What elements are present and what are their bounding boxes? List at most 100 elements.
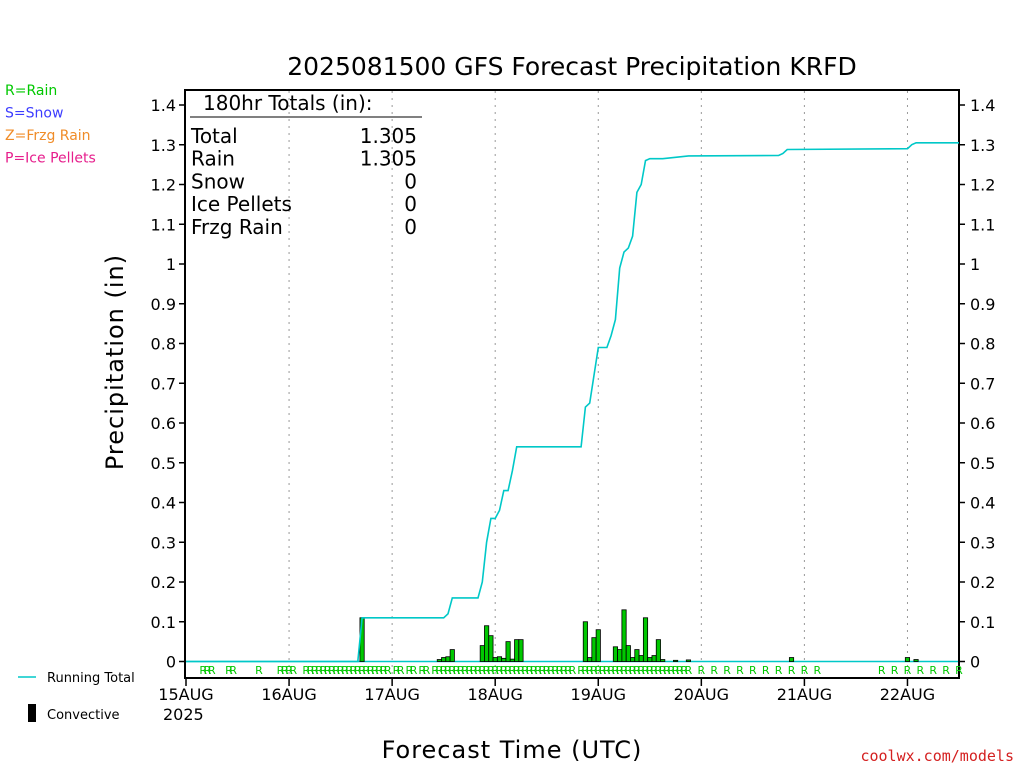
rain-mark: R <box>547 664 555 677</box>
totals-row-label: Ice Pellets <box>191 192 292 216</box>
rain-mark: R <box>551 664 559 677</box>
y-tick-label: 0.9 <box>151 295 176 314</box>
x-tick-label: 16AUG <box>261 685 316 704</box>
rain-mark: R <box>491 664 499 677</box>
y-tick-label-right: 0.4 <box>970 494 995 513</box>
y-tick-label: 0.3 <box>151 533 176 552</box>
rain-mark: R <box>629 664 637 677</box>
y-tick-label: 0.6 <box>151 414 176 433</box>
rain-mark: R <box>637 664 645 677</box>
precip-bar <box>488 635 494 662</box>
rain-mark: R <box>955 664 963 677</box>
rain-mark: R <box>384 664 392 677</box>
rain-mark: R <box>354 664 362 677</box>
rain-mark: R <box>423 664 431 677</box>
rain-mark: R <box>315 664 323 677</box>
rain-mark: R <box>633 664 641 677</box>
rain-mark: R <box>496 664 504 677</box>
rain-mark: R <box>698 664 706 677</box>
rain-mark: R <box>341 664 349 677</box>
totals-row-value: 1.305 <box>360 147 417 171</box>
rain-mark: R <box>710 664 718 677</box>
precip-bar <box>587 657 593 662</box>
precip-bar <box>591 637 597 662</box>
totals-row-label: Frzg Rain <box>191 215 283 239</box>
y-tick-label: 1.1 <box>151 215 176 234</box>
x-tick-label: 15AUG <box>158 685 213 704</box>
precip-type-legend-item: S=Snow <box>5 106 63 122</box>
rain-mark: R <box>410 664 418 677</box>
rain-mark: R <box>929 664 937 677</box>
y-axis-left: 1.4 1.3 1.2 1.1 1 0.9 0.8 0.7 0.6 0.5 0.4 0.3 0.2 0.1… <box>151 96 185 672</box>
rain-mark: R <box>474 664 482 677</box>
rain-mark: R <box>307 664 315 677</box>
rain-mark: R <box>526 664 534 677</box>
rain-mark: R <box>375 664 383 677</box>
precip-bar <box>634 649 640 662</box>
y-tick-label: 0.1 <box>151 613 176 632</box>
rain-mark: R <box>801 664 809 677</box>
rain-mark: R <box>672 664 680 677</box>
x-tick-label: 21AUG <box>777 685 832 704</box>
x-tick-label: 20AUG <box>674 685 729 704</box>
precip-bar <box>492 657 498 662</box>
y-tick-label: 0 <box>166 653 176 672</box>
rain-mark: R <box>461 664 469 677</box>
precip-bar <box>913 659 919 662</box>
y-tick-label-right: 0.6 <box>970 414 995 433</box>
rain-mark: R <box>431 664 439 677</box>
precip-bar <box>630 657 636 662</box>
totals-box: 180hr Totals (in): Total 1.305 Rain 1.305 Sn… <box>190 91 422 239</box>
rain-mark: R <box>487 664 495 677</box>
rain-mark: R <box>543 664 551 677</box>
y-tick-label: 0.8 <box>151 335 176 354</box>
precip-bar <box>496 656 503 662</box>
rain-mark: R <box>405 664 413 677</box>
rain-mark: R <box>371 664 379 677</box>
x-tick-label: 17AUG <box>364 685 419 704</box>
totals-row-label: Rain <box>191 147 235 171</box>
precip-bar <box>673 659 679 662</box>
rain-mark: R <box>736 664 744 677</box>
rain-mark: R <box>350 664 358 677</box>
chart-title: 2025081500 GFS Forecast Precipitation KR… <box>287 52 856 81</box>
convective-bars <box>359 609 919 662</box>
rain-mark: R <box>290 664 298 677</box>
precip-bar <box>655 639 661 662</box>
rain-mark: R <box>891 664 899 677</box>
rain-mark: R <box>285 664 293 677</box>
precip-bar <box>685 659 691 662</box>
rain-mark: R <box>904 664 912 677</box>
rain-mark: R <box>345 664 353 677</box>
x-tick-label: 22AUG <box>880 685 935 704</box>
precip-bar <box>501 657 507 662</box>
rain-mark: R <box>204 664 212 677</box>
rain-mark: R <box>577 664 585 677</box>
rain-mark: R <box>199 664 207 677</box>
rain-mark: R <box>500 664 508 677</box>
rain-mark: R <box>324 664 332 677</box>
rain-mark: R <box>444 664 452 677</box>
rain-mark: R <box>539 664 547 677</box>
precip-bar <box>642 617 649 662</box>
running-total-legend-label: Running Total <box>47 671 135 686</box>
rain-mark: R <box>680 664 688 677</box>
precip-bar <box>449 649 455 662</box>
rain-mark: R <box>470 664 478 677</box>
rain-mark: R <box>676 664 684 677</box>
rain-mark: R <box>328 664 336 677</box>
rain-mark: R <box>560 664 568 677</box>
rain-mark: R <box>650 664 658 677</box>
rain-mark: R <box>685 664 693 677</box>
rain-mark: R <box>332 664 340 677</box>
series-legend: Running Total Convective <box>18 671 135 723</box>
rain-mark: R <box>586 664 594 677</box>
rain-mark: R <box>616 664 624 677</box>
rain-mark: R <box>367 664 375 677</box>
totals-row-value: 0 <box>404 215 417 239</box>
running-total-line <box>186 142 959 663</box>
rain-mark: R <box>302 664 310 677</box>
credit-text: coolwx.com/models <box>860 747 1014 765</box>
rain-mark: R <box>612 664 620 677</box>
